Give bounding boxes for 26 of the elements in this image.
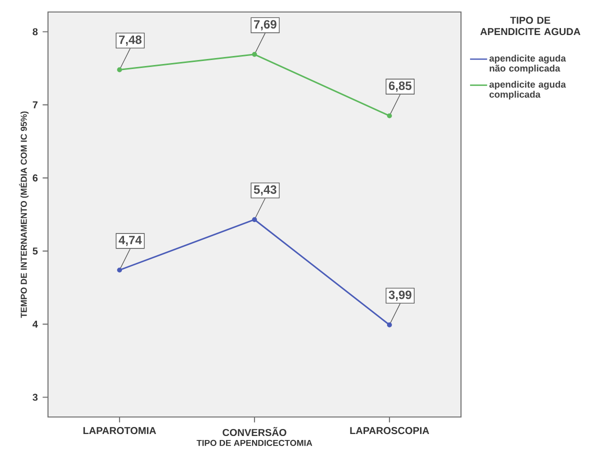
data-label: 5,43 [254,185,276,196]
y-tick-label: 5 [32,248,38,255]
x-tick-label: LAPAROSCOPIA [350,427,430,434]
data-label: 4,74 [118,236,142,246]
x-tick-label: LAPAROTOMIA [83,427,156,434]
y-tick-label: 6 [32,174,38,182]
data-label: 6,85 [388,82,412,92]
y-tick-label: 4 [32,320,38,328]
legend-label: apendicite aguda não complicada [489,54,566,74]
data-label: 3,99 [388,290,412,301]
point [252,217,257,222]
point [387,113,392,118]
data-label: 7,48 [119,35,142,46]
point [117,268,122,273]
legend-label: apendicite aguda complicada [489,80,566,100]
point [387,322,392,328]
x-axis-title: TIPO DE APENDICECTOMIA [196,440,312,446]
y-axis-title: TEMPO DE INTERNAMENTO (MÉDIA COM IC 95%) [19,112,29,318]
y-tick-label: 3 [32,394,38,401]
y-tick-label: 8 [32,28,38,36]
point [252,52,257,57]
x-tick-label: CONVERSÃO [222,427,286,436]
data-label: 7,69 [254,20,276,30]
legend-title: TIPO DE APENDICITE AGUDA [480,16,580,36]
y-tick-label: 7 [32,101,38,108]
point [117,67,122,72]
